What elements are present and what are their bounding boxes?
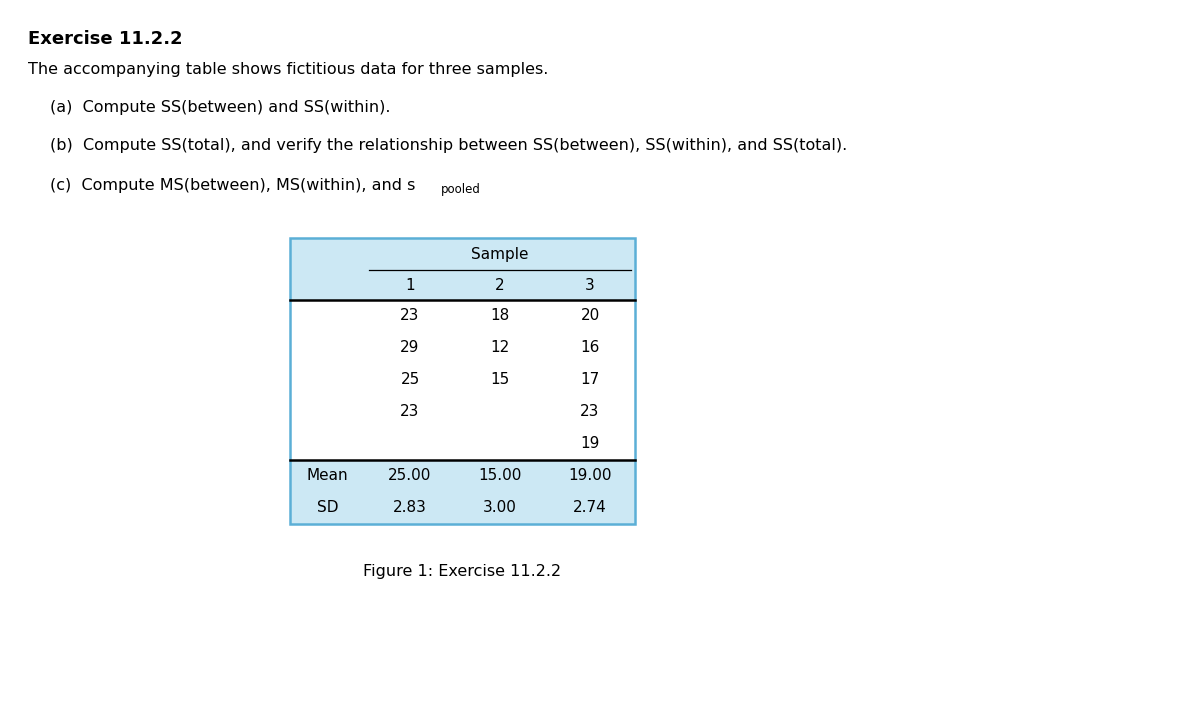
Text: 19.00: 19.00 (568, 469, 612, 483)
Text: 25: 25 (400, 373, 419, 388)
Text: 23: 23 (400, 404, 419, 419)
Text: 23: 23 (580, 404, 600, 419)
Text: Mean: Mean (307, 469, 349, 483)
Text: 3: 3 (585, 277, 595, 292)
Text: 2: 2 (495, 277, 504, 292)
Text: 17: 17 (580, 373, 600, 388)
Text: 29: 29 (400, 340, 419, 355)
Text: 18: 18 (490, 309, 509, 324)
Text: pooled: pooled (441, 183, 480, 196)
Text: 12: 12 (490, 340, 509, 355)
Text: (c)  Compute MS(between), MS(within), and s: (c) Compute MS(between), MS(within), and… (50, 178, 416, 193)
Text: 15: 15 (490, 373, 509, 388)
Text: Figure 1: Exercise 11.2.2: Figure 1: Exercise 11.2.2 (363, 564, 562, 579)
Text: 3.00: 3.00 (483, 500, 518, 516)
Text: 2.74: 2.74 (573, 500, 607, 516)
Text: 1: 1 (405, 277, 415, 292)
Text: (b)  Compute SS(total), and verify the relationship between SS(between), SS(with: (b) Compute SS(total), and verify the re… (50, 138, 847, 153)
Bar (290, 238, 635, 300)
Text: (a)  Compute SS(between) and SS(within).: (a) Compute SS(between) and SS(within). (50, 100, 391, 115)
Text: Sample: Sample (471, 246, 528, 261)
Bar (290, 238, 635, 524)
Text: Exercise 11.2.2: Exercise 11.2.2 (28, 30, 182, 48)
Text: 25.00: 25.00 (388, 469, 431, 483)
Text: 19: 19 (580, 437, 600, 452)
Text: 16: 16 (580, 340, 600, 355)
Text: 15.00: 15.00 (478, 469, 521, 483)
Text: 2.83: 2.83 (393, 500, 426, 516)
Text: SD: SD (316, 500, 338, 516)
Bar (290, 238, 635, 524)
Text: 23: 23 (400, 309, 419, 324)
Text: The accompanying table shows fictitious data for three samples.: The accompanying table shows fictitious … (28, 62, 549, 77)
Bar (290, 460, 635, 524)
Text: 20: 20 (580, 309, 600, 324)
